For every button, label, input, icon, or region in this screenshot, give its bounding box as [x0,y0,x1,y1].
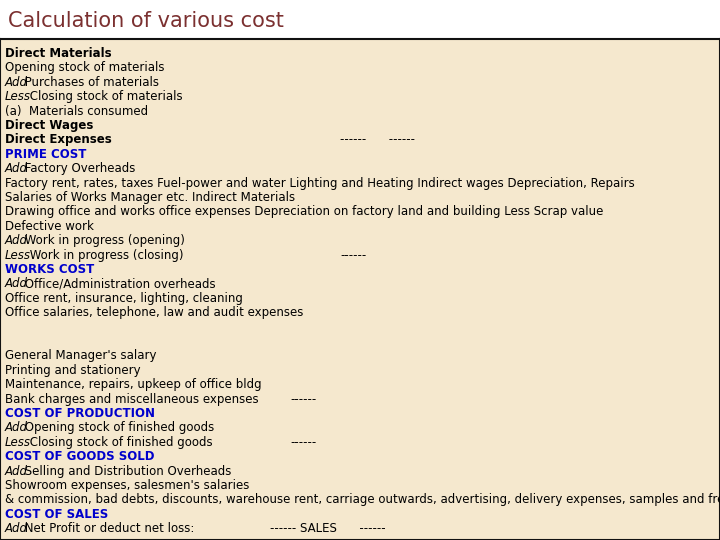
Text: Drawing office and works office expenses Depreciation on factory land and buildi: Drawing office and works office expenses… [5,206,603,219]
Text: COST OF PRODUCTION: COST OF PRODUCTION [5,407,155,420]
Text: Less: Less [5,90,31,103]
Text: Add: Add [5,234,28,247]
Text: Purchases of materials: Purchases of materials [21,76,158,89]
Text: General Manager's salary: General Manager's salary [5,349,156,362]
Text: Opening stock of materials: Opening stock of materials [5,62,164,75]
Text: Maintenance, repairs, upkeep of office bldg: Maintenance, repairs, upkeep of office b… [5,379,261,392]
Text: Less: Less [5,436,31,449]
Text: Closing stock of finished goods: Closing stock of finished goods [26,436,212,449]
Text: Factory rent, rates, taxes Fuel-power and water Lighting and Heating Indirect wa: Factory rent, rates, taxes Fuel-power an… [5,177,635,190]
Text: Factory Overheads: Factory Overheads [21,163,135,176]
Text: ------      ------: ------ ------ [340,133,415,146]
Text: Add: Add [5,465,28,478]
Text: & commission, bad debts, discounts, warehouse rent, carriage outwards, advertisi: & commission, bad debts, discounts, ware… [5,494,720,507]
Text: Direct Materials: Direct Materials [5,47,112,60]
Text: Add: Add [5,422,28,435]
Text: Add: Add [5,76,28,89]
Text: Office salaries, telephone, law and audit expenses: Office salaries, telephone, law and audi… [5,306,303,319]
Text: Office rent, insurance, lighting, cleaning: Office rent, insurance, lighting, cleani… [5,292,243,305]
Text: Defective work: Defective work [5,220,94,233]
Text: Direct Expenses: Direct Expenses [5,133,112,146]
Text: Office/Administration overheads: Office/Administration overheads [21,278,215,291]
Text: Opening stock of finished goods: Opening stock of finished goods [21,422,214,435]
Text: Add: Add [5,163,28,176]
Text: Add: Add [5,522,28,535]
Text: Closing stock of materials: Closing stock of materials [26,90,182,103]
Text: Work in progress (opening): Work in progress (opening) [21,234,184,247]
Text: Showroom expenses, salesmen's salaries: Showroom expenses, salesmen's salaries [5,479,249,492]
Text: PRIME COST: PRIME COST [5,148,86,161]
Text: Bank charges and miscellaneous expenses: Bank charges and miscellaneous expenses [5,393,258,406]
Text: Work in progress (closing): Work in progress (closing) [26,249,184,262]
Text: ------ SALES      ------: ------ SALES ------ [270,522,386,535]
Text: Direct Wages: Direct Wages [5,119,94,132]
Text: Salaries of Works Manager etc. Indirect Materials: Salaries of Works Manager etc. Indirect … [5,191,295,204]
Text: Selling and Distribution Overheads: Selling and Distribution Overheads [21,465,231,478]
Text: Printing and stationery: Printing and stationery [5,364,140,377]
Text: Calculation of various cost: Calculation of various cost [8,11,284,31]
Text: ------: ------ [340,249,366,262]
Text: COST OF SALES: COST OF SALES [5,508,108,521]
Text: COST OF GOODS SOLD: COST OF GOODS SOLD [5,450,155,463]
Text: WORKS COST: WORKS COST [5,263,94,276]
Text: (a)  Materials consumed: (a) Materials consumed [5,105,148,118]
Text: Add: Add [5,278,28,291]
Text: ------: ------ [290,436,316,449]
Text: ------: ------ [290,393,316,406]
Text: Less: Less [5,249,31,262]
Text: Net Profit or deduct net loss:: Net Profit or deduct net loss: [21,522,194,535]
